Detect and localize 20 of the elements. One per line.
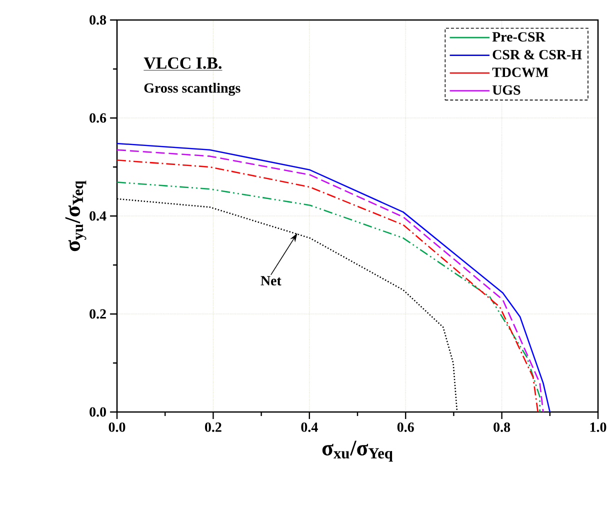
x-tick-label: 0.6 bbox=[397, 422, 414, 432]
x-tick-label: 0.0 bbox=[108, 422, 126, 432]
x-axis-title: σ$_{xu}$/σ$_{Yeq}$ bbox=[322, 440, 393, 462]
annotation: Net bbox=[260, 276, 282, 286]
y-tick-label: 0.0 bbox=[90, 407, 106, 417]
y-tick-label: 0.8 bbox=[90, 15, 106, 25]
x-tick-label: 0.2 bbox=[205, 422, 222, 432]
legend-label: Pre-CSR bbox=[492, 32, 546, 42]
y-tick-label: 0.2 bbox=[90, 309, 106, 319]
legend-label: UGS bbox=[492, 85, 520, 95]
y-tick-label: 0.4 bbox=[90, 211, 106, 221]
annotation: Gross scantlings bbox=[144, 82, 240, 96]
legend-label: CSR & CSR-H bbox=[492, 50, 582, 60]
annotation: VLCC I.B. bbox=[144, 57, 222, 69]
legend-label: TDCWM bbox=[492, 68, 548, 78]
x-tick-label: 1.0 bbox=[590, 422, 606, 432]
y-axis-title: σ$_{yu}$/σ$_{Yeq}$ bbox=[65, 180, 86, 252]
x-tick-label: 0.4 bbox=[301, 422, 318, 432]
y-tick-label: 0.6 bbox=[90, 113, 106, 123]
x-tick-label: 0.8 bbox=[494, 422, 510, 432]
